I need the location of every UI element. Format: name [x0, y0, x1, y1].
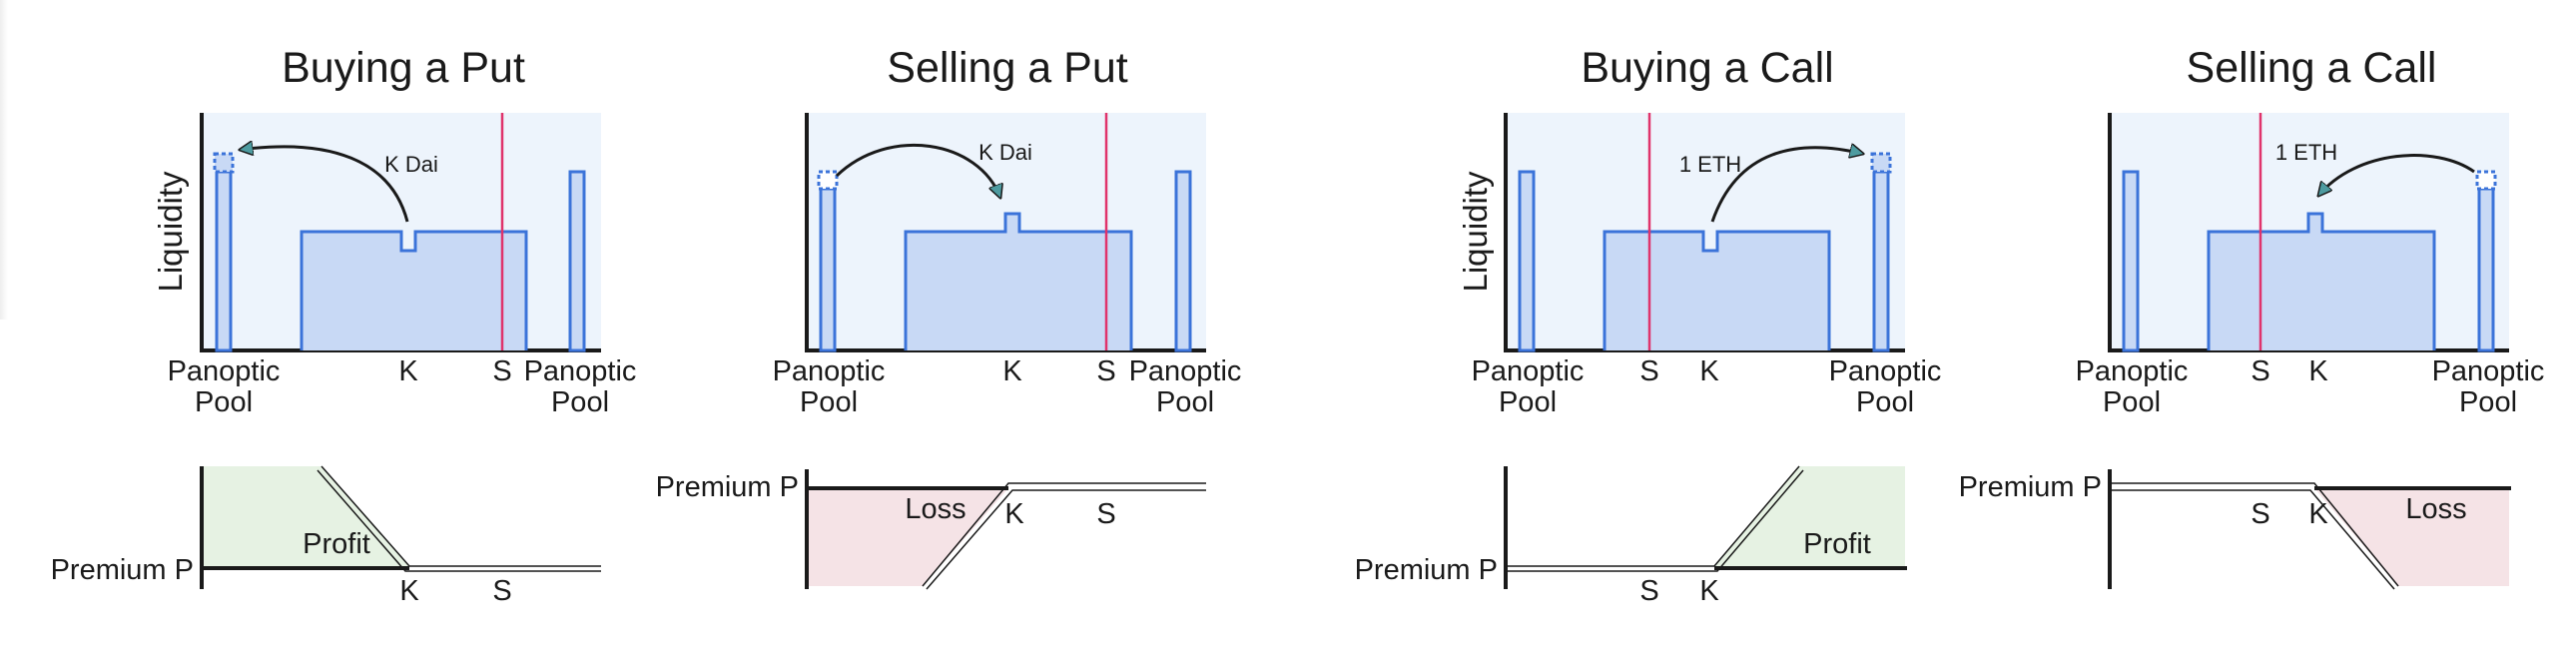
premium-axis-label: Premium P	[1959, 471, 2102, 503]
payoff-spot-label: S	[2251, 498, 2269, 530]
removed-liquidity-dashed	[817, 170, 839, 191]
profit-region	[1714, 466, 1905, 566]
removed-liquidity-dashed	[2475, 170, 2497, 191]
pool-label-left-line1: Panoptic	[773, 355, 886, 387]
payoff-curve-inner	[926, 489, 1206, 590]
loss-region	[2314, 488, 2509, 586]
premium-axis-label: Premium P	[656, 471, 799, 503]
panoptic-pool-left-bar	[1518, 170, 1536, 352]
arrow-label: 1 ETH	[2275, 140, 2337, 165]
pool-label-right-line2: Pool	[1856, 386, 1914, 418]
y-axis-label: Liquidity	[152, 171, 189, 293]
added-liquidity-dashed	[1870, 152, 1892, 174]
pool-label-right-line2: Pool	[1156, 386, 1214, 418]
panoptic-pool-left-bar	[215, 170, 233, 352]
panoptic-pool-right-bar	[2477, 187, 2495, 352]
pool-label-right-line1: Panoptic	[524, 355, 637, 387]
pool-label-left-line2: Pool	[2103, 386, 2161, 418]
y-axis-label: Liquidity	[1457, 171, 1494, 293]
payoff-strike-label: K	[1699, 575, 1719, 607]
premium-axis-label: Premium P	[51, 554, 194, 586]
pool-label-right-line2: Pool	[551, 386, 609, 418]
payoff-curve-inner	[317, 469, 601, 572]
amm-liquidity-block	[904, 212, 1133, 350]
pool-label-left-line1: Panoptic	[168, 355, 281, 387]
payoff-curve-inner	[1508, 469, 1804, 572]
panoptic-pool-left-bar	[819, 187, 837, 352]
panel-title: Selling a Call	[2187, 44, 2437, 92]
pool-label-right-line1: Panoptic	[1129, 355, 1242, 387]
pool-label-left-line2: Pool	[195, 386, 253, 418]
payoff-spot-label: S	[1639, 575, 1658, 607]
loss-label: Loss	[905, 493, 966, 525]
liquidity-move-arrow	[240, 147, 409, 223]
payoff-spot-label: S	[492, 575, 511, 607]
premium-axis-label: Premium P	[1355, 554, 1498, 586]
strike-tick-label: K	[1699, 355, 1719, 387]
panel-buying-a-put: Buying a Put Liquidity K Dai Panoptic Po…	[51, 44, 637, 607]
profit-label: Profit	[1803, 528, 1871, 560]
payoff-curve-inner	[2112, 489, 2395, 590]
panel-buying-a-call: Buying a Call Liquidity 1 ETH Panoptic P…	[1355, 44, 1942, 607]
panoptic-pool-left-bar	[2122, 170, 2140, 352]
spot-tick-label: S	[1639, 355, 1658, 387]
arrow-label: K Dai	[384, 152, 438, 177]
payoff-curve-outer	[1508, 465, 1800, 567]
panel-selling-a-call: Selling a Call 1 ETH Panoptic Pool S K P…	[1959, 44, 2545, 590]
spot-tick-label: S	[1096, 355, 1115, 387]
amm-liquidity-block	[1603, 230, 1831, 350]
payoff-curve-outer	[922, 482, 1206, 587]
panoptic-pool-right-bar	[568, 170, 586, 352]
amm-liquidity-block	[300, 230, 528, 350]
payoff-curve-outer	[321, 465, 601, 567]
spot-tick-label: S	[2251, 355, 2269, 387]
pool-label-right-line1: Panoptic	[1829, 355, 1942, 387]
loss-label: Loss	[2405, 493, 2466, 525]
amm-liquidity-block	[2207, 212, 2436, 350]
pool-label-right-line1: Panoptic	[2432, 355, 2545, 387]
pool-label-left-line2: Pool	[1499, 386, 1557, 418]
panel-title: Buying a Put	[282, 44, 525, 92]
spot-tick-label: S	[492, 355, 511, 387]
pool-label-right-line2: Pool	[2459, 386, 2517, 418]
panoptic-pool-right-bar	[1872, 170, 1890, 352]
liquidity-move-arrow	[835, 143, 1000, 198]
pool-label-left-line1: Panoptic	[2076, 355, 2189, 387]
loss-region	[809, 488, 1008, 586]
page-edge-shadow	[0, 0, 8, 320]
pool-label-left-line2: Pool	[800, 386, 858, 418]
payoff-curve-outer	[2112, 482, 2399, 587]
payoff-strike-label: K	[2308, 498, 2328, 530]
panoptic-pool-right-bar	[1174, 170, 1192, 352]
liquidity-move-arrow	[1710, 148, 1863, 223]
arrow-label: K Dai	[978, 140, 1032, 165]
liquidity-move-arrow	[2318, 154, 2475, 196]
panel-title: Buying a Call	[1581, 44, 1833, 92]
payoff-strike-label: K	[1004, 498, 1024, 530]
payoff-spot-label: S	[1096, 498, 1115, 530]
panel-selling-a-put: Selling a Put K Dai Panoptic Pool K S Pa…	[656, 44, 1242, 590]
added-liquidity-dashed	[213, 152, 235, 174]
profit-region	[204, 466, 409, 566]
pool-label-left-line1: Panoptic	[1472, 355, 1585, 387]
strike-tick-label: K	[2308, 355, 2328, 387]
payoff-strike-label: K	[399, 575, 419, 607]
profit-label: Profit	[303, 528, 370, 560]
panel-title: Selling a Put	[887, 44, 1127, 92]
strike-tick-label: K	[398, 355, 418, 387]
arrow-label: 1 ETH	[1679, 152, 1741, 177]
strike-tick-label: K	[1002, 355, 1022, 387]
